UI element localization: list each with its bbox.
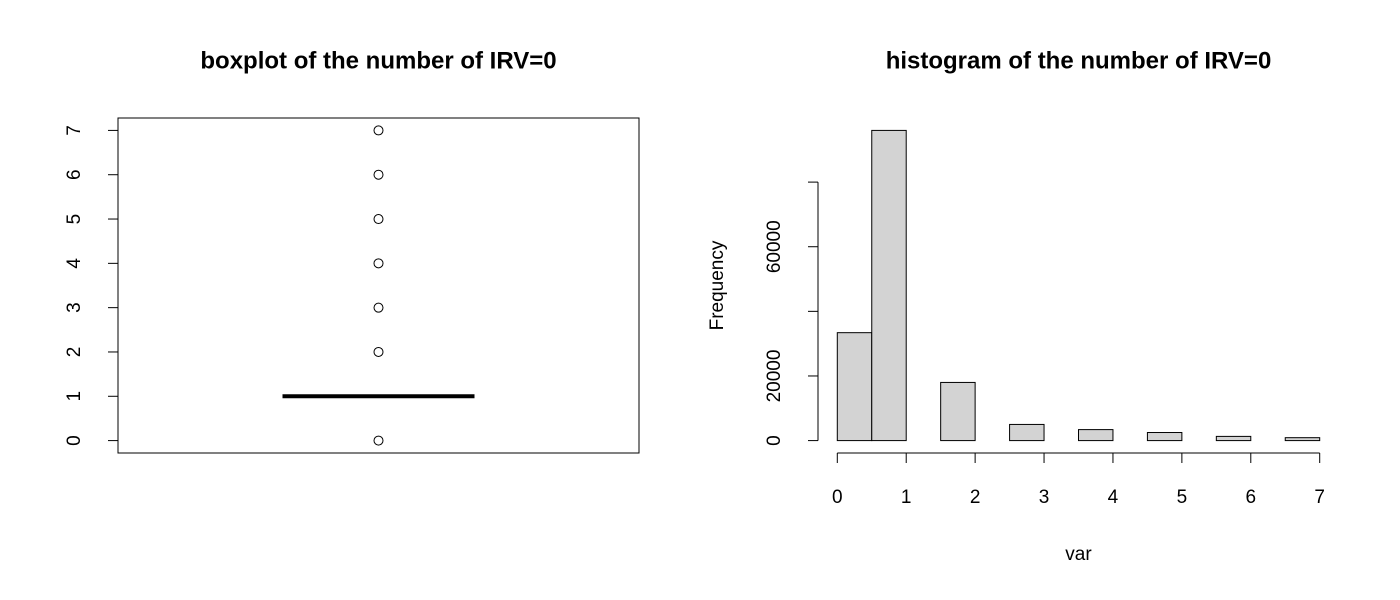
outlier xyxy=(373,125,384,136)
x-tick-label: 3 xyxy=(1039,487,1050,508)
y-tick-label: 0 xyxy=(764,435,785,446)
bar xyxy=(940,381,976,442)
y-tick-label: 0 xyxy=(64,435,85,446)
y-tick-label: 3 xyxy=(64,302,85,313)
y-tick-label: 20000 xyxy=(764,350,785,403)
x-tick-label: 7 xyxy=(1314,487,1325,508)
y-tick-label: 2 xyxy=(64,347,85,358)
outlier xyxy=(373,214,384,225)
chart-title: histogram of the number of IRV=0 xyxy=(886,47,1272,74)
y-tick-label: 5 xyxy=(64,214,85,225)
outlier xyxy=(373,258,384,269)
bar xyxy=(1078,429,1114,442)
x-tick-label: 4 xyxy=(1108,487,1119,508)
y-axis-label: Frequency xyxy=(707,240,728,330)
y-tick-label: 1 xyxy=(64,391,85,402)
x-tick-label: 6 xyxy=(1245,487,1256,508)
bar xyxy=(1284,437,1321,442)
x-axis-label: var xyxy=(1065,544,1092,565)
x-tick-label: 2 xyxy=(970,487,981,508)
bar xyxy=(871,129,907,442)
bar xyxy=(836,332,873,442)
bar xyxy=(1009,423,1045,442)
x-tick-label: 5 xyxy=(1177,487,1188,508)
y-tick-label: 4 xyxy=(64,258,85,269)
y-tick-label: 60000 xyxy=(764,220,785,273)
plot-frame xyxy=(117,117,640,454)
chart-title: boxplot of the number of IRV=0 xyxy=(200,47,556,74)
y-tick-label: 6 xyxy=(64,169,85,180)
outlier xyxy=(373,435,384,446)
bar xyxy=(1215,435,1252,442)
outlier xyxy=(373,346,384,357)
outlier xyxy=(373,169,384,180)
x-tick-label: 1 xyxy=(901,487,912,508)
x-tick-label: 0 xyxy=(832,487,843,508)
y-tick-label: 7 xyxy=(64,125,85,136)
bar xyxy=(1146,432,1183,442)
outlier xyxy=(373,302,384,313)
